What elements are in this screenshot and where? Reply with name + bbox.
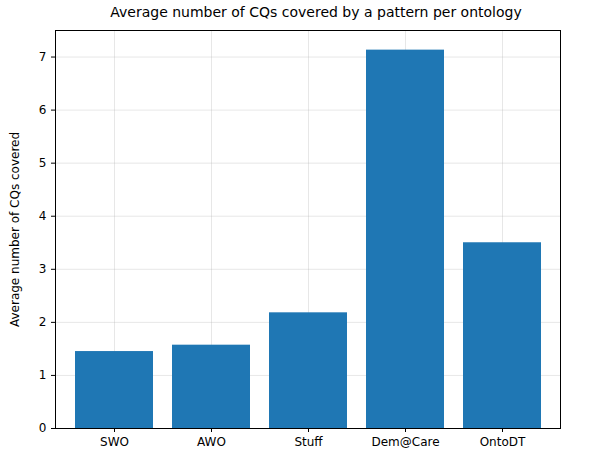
svg-text:0: 0	[39, 421, 47, 435]
svg-text:7: 7	[39, 50, 47, 64]
svg-text:4: 4	[39, 209, 47, 223]
svg-text:6: 6	[39, 103, 47, 117]
svg-text:1: 1	[39, 368, 47, 382]
svg-text:Average number of CQs covered: Average number of CQs covered	[8, 132, 22, 327]
svg-text:Stuff: Stuff	[294, 435, 323, 449]
svg-text:SWO: SWO	[100, 435, 129, 449]
svg-text:3: 3	[39, 262, 47, 276]
svg-text:2: 2	[39, 315, 47, 329]
svg-text:5: 5	[39, 156, 47, 170]
svg-text:OntoDT: OntoDT	[480, 435, 526, 449]
svg-text:Dem@Care: Dem@Care	[371, 435, 439, 449]
html-text:Average number of CQs covered: Average number of CQs covered by a patte…	[110, 4, 522, 20]
svg-text:AWO: AWO	[197, 435, 226, 449]
